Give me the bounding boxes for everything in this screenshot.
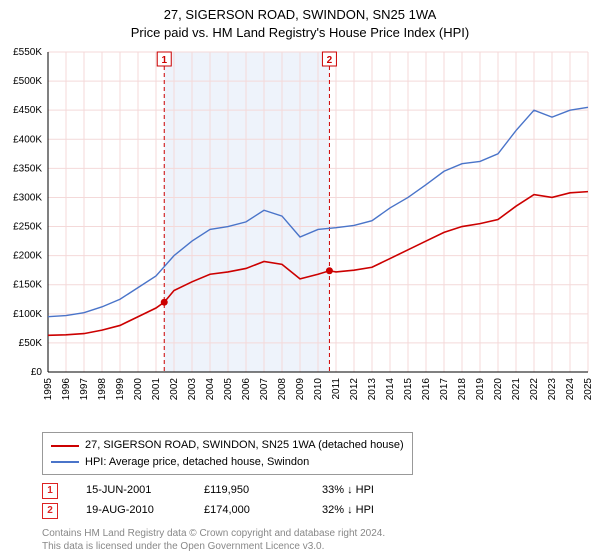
svg-text:2003: 2003 bbox=[187, 378, 198, 401]
legend-label: 27, SIGERSON ROAD, SWINDON, SN25 1WA (de… bbox=[85, 437, 404, 454]
title-line-1: 27, SIGERSON ROAD, SWINDON, SN25 1WA bbox=[0, 6, 600, 24]
svg-text:£550K: £550K bbox=[13, 47, 42, 58]
svg-text:£400K: £400K bbox=[13, 135, 42, 146]
chart-title-block: 27, SIGERSON ROAD, SWINDON, SN25 1WA Pri… bbox=[0, 0, 600, 46]
svg-text:1998: 1998 bbox=[97, 378, 108, 401]
marker-delta: 33% ↓ HPI bbox=[322, 481, 412, 501]
legend-row: HPI: Average price, detached house, Swin… bbox=[51, 454, 404, 471]
legend-label: HPI: Average price, detached house, Swin… bbox=[85, 454, 309, 471]
svg-text:1996: 1996 bbox=[61, 378, 72, 401]
svg-text:2: 2 bbox=[327, 55, 333, 66]
marker-badge: 2 bbox=[42, 503, 58, 519]
chart-area: £0 £50K £100K £150K £200K £250K £300K £350K £400… bbox=[0, 46, 600, 426]
svg-text:2024: 2024 bbox=[565, 378, 576, 401]
svg-text:2018: 2018 bbox=[457, 378, 468, 401]
svg-text:£0: £0 bbox=[31, 367, 43, 378]
svg-text:£50K: £50K bbox=[19, 338, 43, 349]
svg-text:2011: 2011 bbox=[331, 378, 342, 400]
legend-swatch bbox=[51, 445, 79, 447]
svg-text:1999: 1999 bbox=[115, 378, 126, 401]
chart-svg: £0 £50K £100K £150K £200K £250K £300K £350K £400… bbox=[0, 46, 600, 426]
svg-text:2007: 2007 bbox=[259, 378, 270, 401]
svg-text:2020: 2020 bbox=[493, 378, 504, 401]
svg-text:2004: 2004 bbox=[205, 378, 216, 401]
legend-swatch bbox=[51, 461, 79, 463]
svg-text:2001: 2001 bbox=[151, 378, 162, 401]
svg-text:2006: 2006 bbox=[241, 378, 252, 401]
marker-date: 19-AUG-2010 bbox=[86, 501, 176, 521]
svg-text:£300K: £300K bbox=[13, 193, 42, 204]
svg-text:£450K: £450K bbox=[13, 106, 42, 117]
svg-text:2000: 2000 bbox=[133, 378, 144, 401]
footer-line-2: This data is licensed under the Open Gov… bbox=[42, 540, 600, 553]
svg-text:2015: 2015 bbox=[403, 378, 414, 401]
svg-text:£250K: £250K bbox=[13, 222, 42, 233]
svg-text:2019: 2019 bbox=[475, 378, 486, 401]
marker-row: 2 19-AUG-2010 £174,000 32% ↓ HPI bbox=[42, 501, 600, 521]
svg-text:2016: 2016 bbox=[421, 378, 432, 401]
svg-text:£100K: £100K bbox=[13, 309, 42, 320]
marker-table: 1 15-JUN-2001 £119,950 33% ↓ HPI 2 19-AU… bbox=[42, 481, 600, 521]
footer-line-1: Contains HM Land Registry data © Crown c… bbox=[42, 527, 600, 540]
marker-row: 1 15-JUN-2001 £119,950 33% ↓ HPI bbox=[42, 481, 600, 501]
svg-text:2012: 2012 bbox=[349, 378, 360, 401]
svg-text:2014: 2014 bbox=[385, 378, 396, 401]
legend-box: 27, SIGERSON ROAD, SWINDON, SN25 1WA (de… bbox=[42, 432, 413, 475]
svg-text:2002: 2002 bbox=[169, 378, 180, 401]
title-line-2: Price paid vs. HM Land Registry's House … bbox=[0, 24, 600, 42]
svg-text:£200K: £200K bbox=[13, 251, 42, 262]
marker-delta: 32% ↓ HPI bbox=[322, 501, 412, 521]
svg-text:2017: 2017 bbox=[439, 378, 450, 401]
svg-text:2008: 2008 bbox=[277, 378, 288, 401]
svg-text:1: 1 bbox=[161, 55, 167, 66]
marker-date: 15-JUN-2001 bbox=[86, 481, 176, 501]
svg-text:£350K: £350K bbox=[13, 164, 42, 175]
svg-text:2021: 2021 bbox=[511, 378, 522, 401]
svg-text:2025: 2025 bbox=[583, 378, 594, 401]
svg-text:2023: 2023 bbox=[547, 378, 558, 401]
svg-text:2013: 2013 bbox=[367, 378, 378, 401]
footer: Contains HM Land Registry data © Crown c… bbox=[42, 527, 600, 553]
svg-text:£150K: £150K bbox=[13, 280, 42, 291]
marker-price: £119,950 bbox=[204, 481, 294, 501]
svg-text:£500K: £500K bbox=[13, 76, 42, 87]
svg-text:2022: 2022 bbox=[529, 378, 540, 401]
svg-text:1997: 1997 bbox=[79, 378, 90, 401]
svg-text:1995: 1995 bbox=[43, 378, 54, 401]
marker-badge: 1 bbox=[42, 483, 58, 499]
legend-row: 27, SIGERSON ROAD, SWINDON, SN25 1WA (de… bbox=[51, 437, 404, 454]
svg-text:2009: 2009 bbox=[295, 378, 306, 401]
svg-text:2005: 2005 bbox=[223, 378, 234, 401]
svg-text:2010: 2010 bbox=[313, 378, 324, 401]
marker-price: £174,000 bbox=[204, 501, 294, 521]
